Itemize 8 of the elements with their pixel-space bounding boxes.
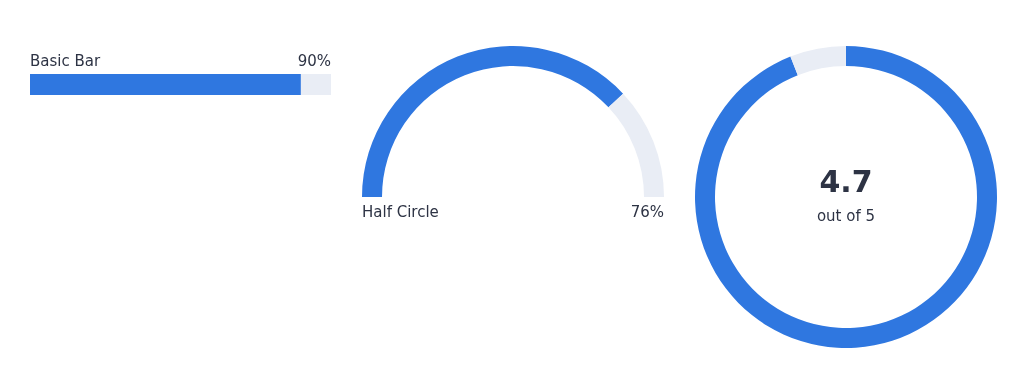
donut-slice (790, 46, 846, 76)
text: Half Circle (362, 203, 439, 221)
data-label: 90% (297, 52, 331, 70)
text: 76% (630, 203, 664, 221)
category-label: Basic Bar (30, 52, 101, 70)
data-label: 4.7 (819, 164, 873, 199)
donut-slice (695, 46, 997, 348)
text: out of 5 (816, 207, 876, 225)
